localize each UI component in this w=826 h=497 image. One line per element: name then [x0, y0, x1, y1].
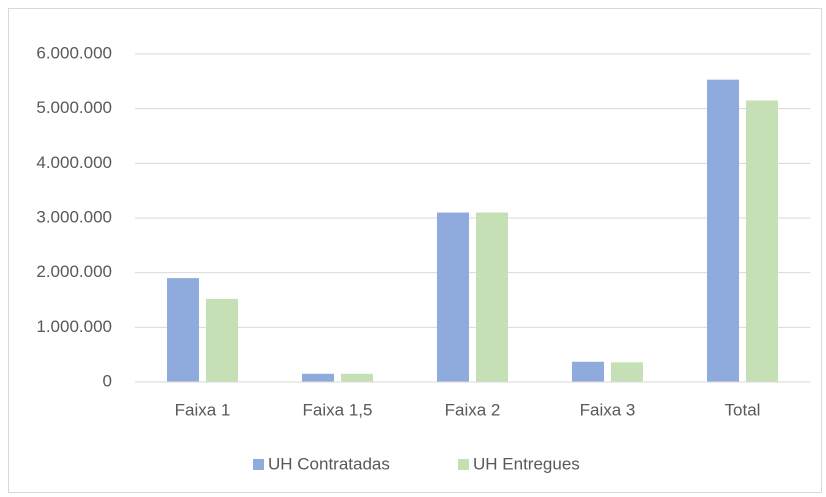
y-tick-label: 2.000.000: [36, 262, 112, 281]
x-tick-label: Faixa 3: [580, 400, 636, 419]
y-tick-label: 3.000.000: [36, 207, 112, 226]
legend-swatch: [253, 459, 264, 470]
chart-border: [8, 8, 822, 493]
bar: [437, 212, 469, 382]
bar: [746, 100, 778, 382]
bar: [167, 278, 199, 382]
legend-label: UH Entregues: [473, 454, 580, 473]
y-tick-label: 5.000.000: [36, 98, 112, 117]
bar: [341, 373, 373, 382]
legend-label: UH Contratadas: [268, 454, 390, 473]
bar: [611, 362, 643, 382]
x-tick-label: Faixa 1: [175, 400, 231, 419]
bar: [206, 298, 238, 382]
x-tick-label: Total: [725, 400, 761, 419]
bar: [476, 212, 508, 382]
x-tick-label: Faixa 1,5: [303, 400, 373, 419]
legend-swatch: [458, 459, 469, 470]
y-tick-label: 0: [103, 371, 112, 390]
bar: [572, 361, 604, 382]
y-tick-label: 6.000.000: [36, 43, 112, 62]
x-tick-label: Faixa 2: [445, 400, 501, 419]
bar: [707, 79, 739, 383]
y-tick-label: 1.000.000: [36, 317, 112, 336]
bar: [302, 373, 334, 382]
y-tick-label: 4.000.000: [36, 153, 112, 172]
